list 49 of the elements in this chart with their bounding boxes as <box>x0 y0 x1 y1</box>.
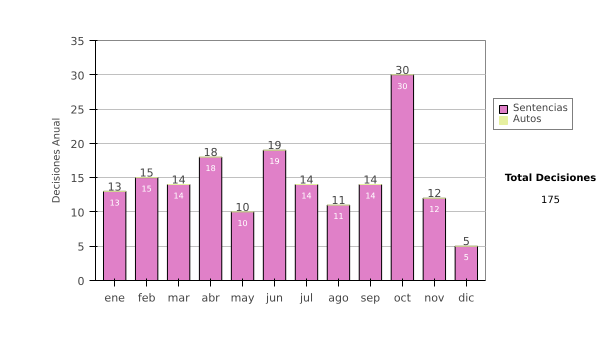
legend-label: Sentencias <box>513 103 568 114</box>
x-tick-label: jun <box>265 292 284 304</box>
total-label: 11 <box>331 194 346 208</box>
total-label: 5 <box>462 235 470 248</box>
total-label: 14 <box>172 174 186 186</box>
y-tick-label: 15 <box>70 172 85 186</box>
y-tick-label: 35 <box>70 35 85 48</box>
y-tick-label: 25 <box>70 104 85 117</box>
x-tick-label: abr <box>201 292 220 304</box>
data-label: 5 <box>464 253 469 262</box>
data-label: 13 <box>110 198 120 208</box>
data-label: 12 <box>429 205 440 214</box>
data-label: 14 <box>365 192 376 200</box>
total-label: 13 <box>108 180 122 194</box>
x-tick-label: ene <box>104 292 126 304</box>
x-tick-label: oct <box>394 292 412 304</box>
total-label: 14 <box>363 174 378 186</box>
x-tick-label: dic <box>458 292 474 304</box>
total-label: 15 <box>140 166 154 180</box>
x-tick-label: sep <box>360 292 380 304</box>
text: Total Decisiones <box>504 172 598 186</box>
y-tick-label: 5 <box>78 240 84 254</box>
data-label: 18 <box>205 164 216 174</box>
y-tick-label: 20 <box>70 138 85 151</box>
x-tick-label: nov <box>424 292 445 304</box>
x-tick-label: mar <box>168 292 190 304</box>
x-tick-label: jul <box>298 292 314 304</box>
total-label: 12 <box>427 187 442 200</box>
x-tick-label: may <box>230 292 256 304</box>
data-label: 15 <box>142 184 152 194</box>
data-label: 10 <box>237 218 248 228</box>
legend-label: Autos <box>513 114 542 125</box>
data-label: 14 <box>301 192 312 200</box>
data-label: 19 <box>269 157 280 166</box>
data-label: 30 <box>397 82 408 91</box>
y-tick-label: 30 <box>70 69 85 82</box>
y-tick-label: 10 <box>70 206 85 220</box>
x-tick-label: ago <box>328 292 349 304</box>
text: 175 <box>540 194 562 208</box>
total-label: 10 <box>236 200 250 214</box>
y-axis-title: Decisiones Anual <box>52 118 63 204</box>
total-label: 30 <box>395 64 410 77</box>
y-tick-label: 0 <box>78 275 84 288</box>
data-label: 14 <box>174 192 184 200</box>
total-label: 19 <box>268 139 282 152</box>
x-tick-label: feb <box>138 292 156 304</box>
total-label: 18 <box>204 146 218 160</box>
total-label: 14 <box>299 174 314 186</box>
data-label: 11 <box>333 212 344 222</box>
